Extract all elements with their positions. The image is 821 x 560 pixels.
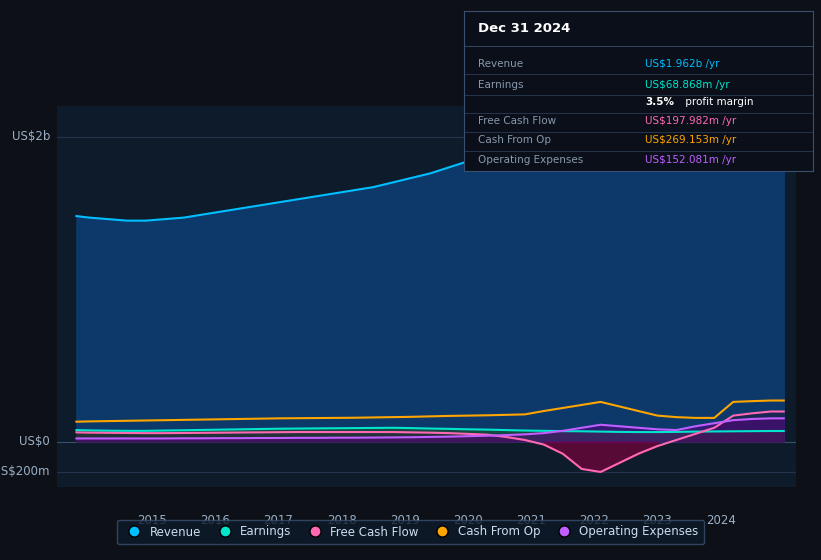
- Text: US$1.962b /yr: US$1.962b /yr: [645, 59, 720, 69]
- Text: 3.5%: 3.5%: [645, 97, 674, 107]
- Text: 2018: 2018: [327, 514, 356, 527]
- Text: US$68.868m /yr: US$68.868m /yr: [645, 80, 730, 90]
- Text: Earnings: Earnings: [478, 80, 523, 90]
- Text: 2019: 2019: [390, 514, 420, 527]
- Text: Revenue: Revenue: [478, 59, 523, 69]
- Text: 2015: 2015: [137, 514, 167, 527]
- Text: US$152.081m /yr: US$152.081m /yr: [645, 155, 736, 165]
- Text: 2021: 2021: [516, 514, 546, 527]
- Text: 2017: 2017: [264, 514, 293, 527]
- Text: 2022: 2022: [580, 514, 609, 527]
- Text: US$0: US$0: [20, 435, 50, 448]
- Legend: Revenue, Earnings, Free Cash Flow, Cash From Op, Operating Expenses: Revenue, Earnings, Free Cash Flow, Cash …: [117, 520, 704, 544]
- Text: 2024: 2024: [705, 514, 736, 527]
- Text: 2020: 2020: [453, 514, 483, 527]
- Text: -US$200m: -US$200m: [0, 465, 50, 478]
- Text: US$2b: US$2b: [11, 130, 50, 143]
- Text: US$197.982m /yr: US$197.982m /yr: [645, 116, 736, 127]
- Text: profit margin: profit margin: [682, 97, 754, 107]
- Text: US$269.153m /yr: US$269.153m /yr: [645, 136, 736, 146]
- Text: Operating Expenses: Operating Expenses: [478, 155, 583, 165]
- Text: 2016: 2016: [200, 514, 231, 527]
- Text: Dec 31 2024: Dec 31 2024: [478, 22, 571, 35]
- Text: 2023: 2023: [643, 514, 672, 527]
- Text: Cash From Op: Cash From Op: [478, 136, 551, 146]
- Text: Free Cash Flow: Free Cash Flow: [478, 116, 556, 127]
